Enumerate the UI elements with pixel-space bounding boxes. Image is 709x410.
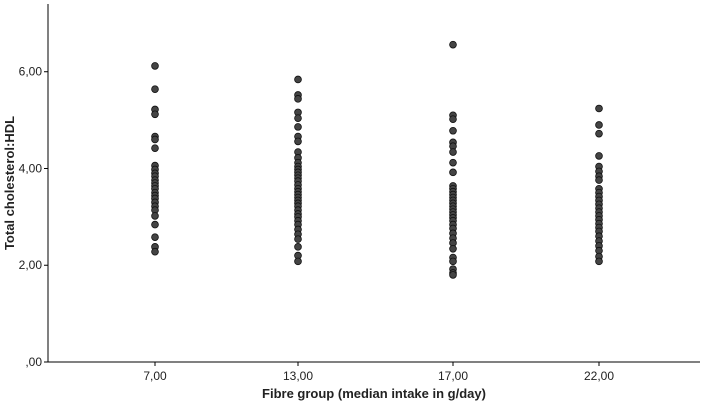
data-point xyxy=(151,85,159,93)
data-point xyxy=(151,144,159,152)
data-point xyxy=(151,110,159,119)
data-point xyxy=(294,123,302,131)
data-point xyxy=(449,126,457,135)
data-point xyxy=(595,176,603,184)
data-point xyxy=(151,247,159,256)
y-axis-ticks: ,00 2,00 4,00 6,00 xyxy=(19,65,48,369)
data-point xyxy=(294,257,302,266)
x-tick-label: 7,00 xyxy=(143,369,167,383)
data-point xyxy=(449,271,457,279)
data-point xyxy=(151,220,159,229)
data-point xyxy=(151,62,159,70)
data-point xyxy=(151,233,159,241)
data-point xyxy=(449,158,457,167)
data-point xyxy=(151,135,159,144)
data-point xyxy=(595,257,603,266)
data-point xyxy=(294,243,302,251)
y-tick-label: 6,00 xyxy=(19,65,43,79)
y-tick-label: 4,00 xyxy=(19,161,43,175)
y-axis-title: Total cholesterol:HDL xyxy=(2,116,17,250)
data-point xyxy=(294,75,302,84)
data-point xyxy=(294,95,302,103)
x-tick-label: 17,00 xyxy=(438,369,468,383)
data-point xyxy=(449,168,457,177)
x-axis-title: Fibre group (median intake in g/day) xyxy=(262,386,486,401)
data-point xyxy=(449,115,457,123)
y-tick-label: ,00 xyxy=(25,355,42,369)
data-point xyxy=(294,235,302,243)
data-point xyxy=(449,244,457,253)
data-point xyxy=(595,152,603,160)
y-tick-label: 2,00 xyxy=(19,258,43,272)
data-point xyxy=(595,129,603,138)
x-axis-ticks: 7,00 13,00 17,00 22,00 xyxy=(143,362,614,383)
data-point xyxy=(449,257,457,266)
data-point xyxy=(294,114,302,122)
x-tick-label: 13,00 xyxy=(283,369,313,383)
data-point xyxy=(294,137,302,146)
data-point xyxy=(449,40,457,49)
data-point xyxy=(449,148,457,156)
data-points xyxy=(151,40,603,279)
x-tick-label: 22,00 xyxy=(584,369,614,383)
data-point xyxy=(595,121,603,129)
data-point xyxy=(595,104,603,113)
data-point xyxy=(151,212,159,220)
